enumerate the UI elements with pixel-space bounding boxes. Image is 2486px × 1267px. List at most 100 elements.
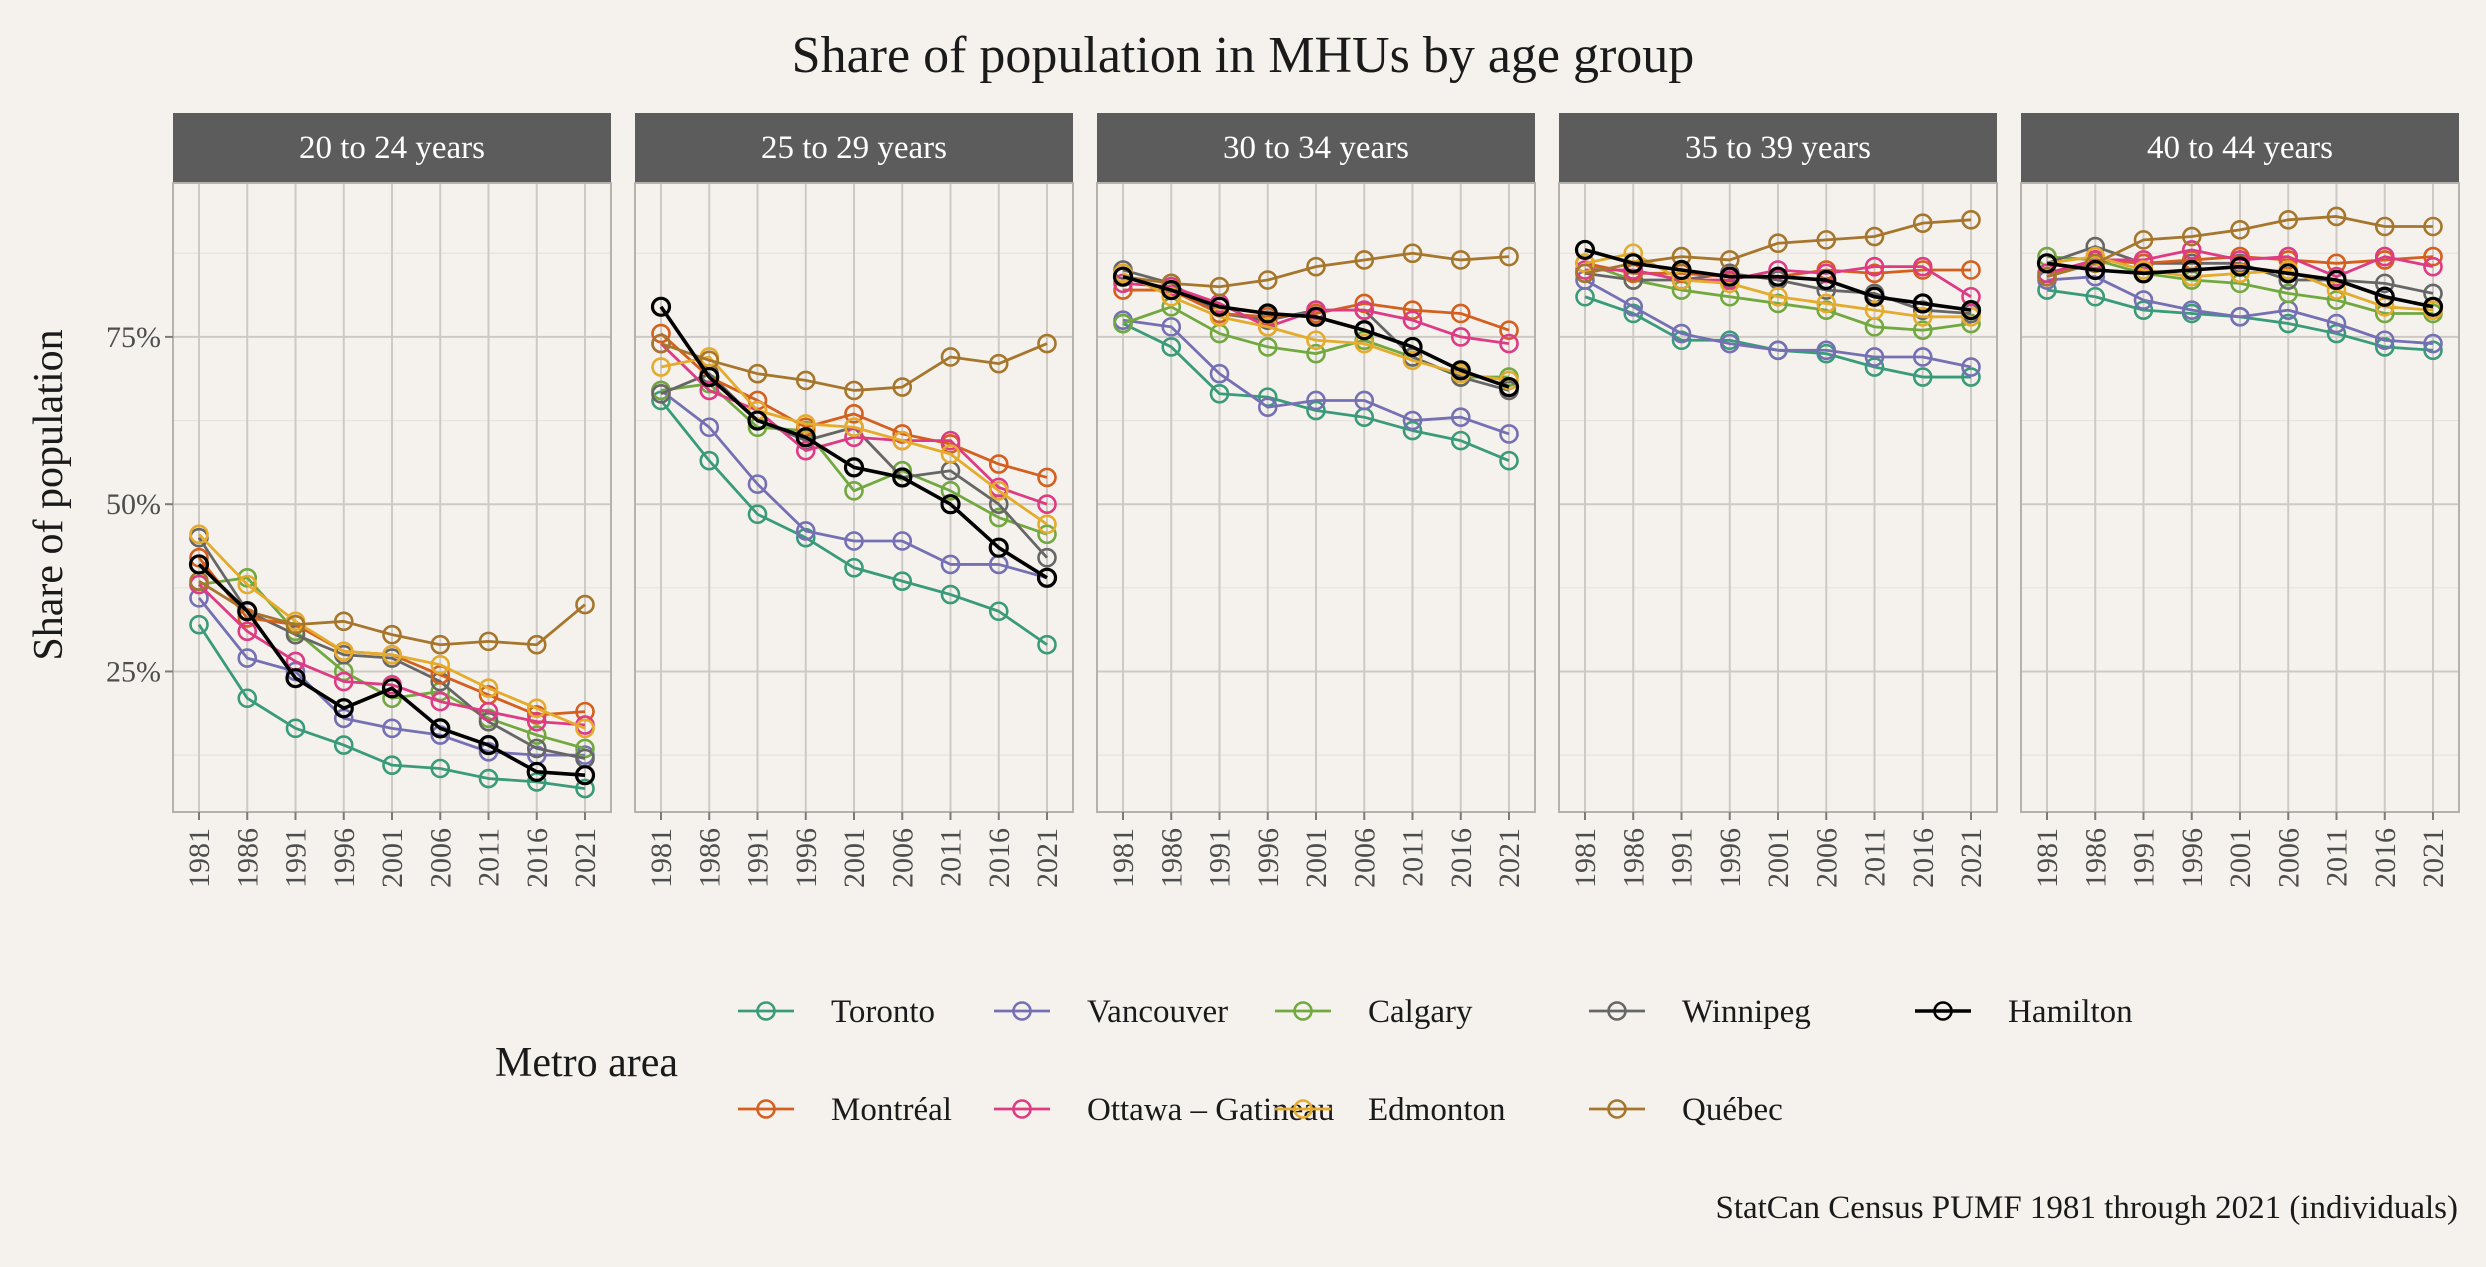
facet-panel-35-to-39-years: 35 to 39 years 1981 1986 1991 1996 2001 2006 20… (1558, 113, 1998, 888)
series-line (2046, 255, 2434, 312)
data-point (526, 738, 547, 759)
data-point (333, 671, 354, 692)
series-line (1123, 288, 1510, 332)
x-tick-label: 2021 (1031, 828, 1064, 888)
data-point (2374, 286, 2395, 307)
series-quebec (1113, 243, 1519, 297)
x-tick-label: 1981 (1107, 828, 1140, 888)
data-point (1161, 337, 1182, 357)
data-point (2181, 300, 2202, 320)
data-point (1816, 340, 1837, 361)
data-point (844, 427, 864, 448)
data-point (988, 454, 1009, 474)
data-point (1257, 317, 1278, 337)
legend-key-point (756, 1001, 776, 1021)
data-point (1912, 320, 1933, 341)
data-point (1354, 300, 1375, 320)
data-point (1450, 303, 1471, 324)
x-tick-label: 2021 (1493, 828, 1526, 888)
data-point (2037, 266, 2057, 287)
legend-key-point (1607, 1001, 1627, 1021)
data-point (2230, 263, 2250, 284)
x-tick-label: 2011 (935, 828, 968, 887)
data-point (430, 718, 451, 739)
data-point (2326, 269, 2347, 291)
data-point (1498, 376, 1520, 398)
data-point (2085, 246, 2106, 267)
data-point (1354, 320, 1375, 341)
data-point (699, 450, 720, 471)
x-tick-label: 1986 (693, 828, 726, 888)
data-point (844, 557, 864, 578)
data-point (1574, 239, 1596, 261)
data-point (574, 765, 596, 786)
data-point (1671, 330, 1692, 351)
data-point (2085, 286, 2106, 307)
data-point (1864, 347, 1885, 367)
data-point (430, 654, 451, 675)
data-point (844, 380, 864, 401)
series-quebec (1575, 210, 1981, 284)
series-hamilton (1112, 266, 1520, 398)
data-point (285, 668, 306, 689)
data-point (1037, 547, 1057, 568)
data-point (1961, 210, 1981, 230)
data-point (2422, 296, 2444, 317)
series-line (1584, 271, 1972, 315)
legend-item-winnipeg: Winnipeg (1589, 994, 1811, 1030)
facet-strip-label: 25 to 29 years (761, 130, 947, 166)
x-tick-label: 2006 (1810, 828, 1843, 888)
legend-item-hamilton: Hamilton (1915, 994, 2133, 1030)
data-point (1912, 367, 1933, 387)
legend-key-point (1012, 1001, 1032, 1021)
data-point (575, 718, 595, 739)
data-point (526, 634, 547, 655)
series-line (660, 389, 1048, 580)
x-tick-label: 2011 (2321, 828, 2354, 887)
series-line (660, 355, 1048, 526)
data-point (988, 507, 1009, 528)
data-point (892, 424, 913, 444)
facet-panel-30-to-34-years: 30 to 34 years 1981 1986 1991 1996 2001 2006 20… (1096, 113, 1536, 888)
data-point (1402, 300, 1423, 320)
data-point (1037, 524, 1057, 545)
data-point (2374, 273, 2395, 294)
x-tick-label: 2011 (1859, 828, 1892, 887)
x-tick-label: 1981 (645, 828, 678, 888)
facet-strip (173, 113, 611, 183)
data-point (2085, 259, 2106, 281)
data-point (2423, 340, 2443, 361)
facets-layer: 20 to 24 years 1981 1986 1991 1996 2001 2006 20… (106, 113, 2460, 888)
facet-panel-25-to-29-years: 25 to 29 years 1981 1986 1991 1996 2001 2006 20… (634, 113, 1074, 888)
x-tick-label: 1996 (1714, 828, 1747, 888)
x-tick-label: 2021 (1955, 828, 1988, 888)
data-point (333, 698, 354, 719)
data-point (1671, 259, 1692, 281)
data-point (1719, 266, 1740, 287)
legend-item-vancouver: Vancouver (994, 994, 1228, 1030)
data-point (844, 404, 864, 424)
x-tick-label: 2016 (521, 828, 554, 888)
data-point (1037, 494, 1057, 514)
series-hamilton (1574, 239, 1982, 321)
data-point (2133, 250, 2154, 270)
data-point (651, 333, 671, 354)
data-point (747, 363, 768, 384)
series-line (1122, 251, 1510, 289)
x-tick-label: 1986 (1617, 828, 1650, 888)
legend-key-point (1933, 1001, 1953, 1021)
data-point (430, 758, 451, 779)
data-point (844, 417, 864, 438)
data-point (1961, 260, 1981, 280)
series-hamilton (650, 296, 1058, 588)
legend-label: Calgary (1368, 994, 1473, 1030)
data-point (237, 648, 258, 668)
data-point (1768, 233, 1788, 254)
data-point (2133, 230, 2154, 250)
data-point (892, 430, 913, 451)
data-point (1450, 327, 1471, 347)
legend-title: Metro area (495, 1040, 678, 1086)
legend-item-quebec: Québec (1589, 1092, 1783, 1128)
series-line (2046, 261, 2434, 309)
x-tick-label: 2006 (1348, 828, 1381, 888)
